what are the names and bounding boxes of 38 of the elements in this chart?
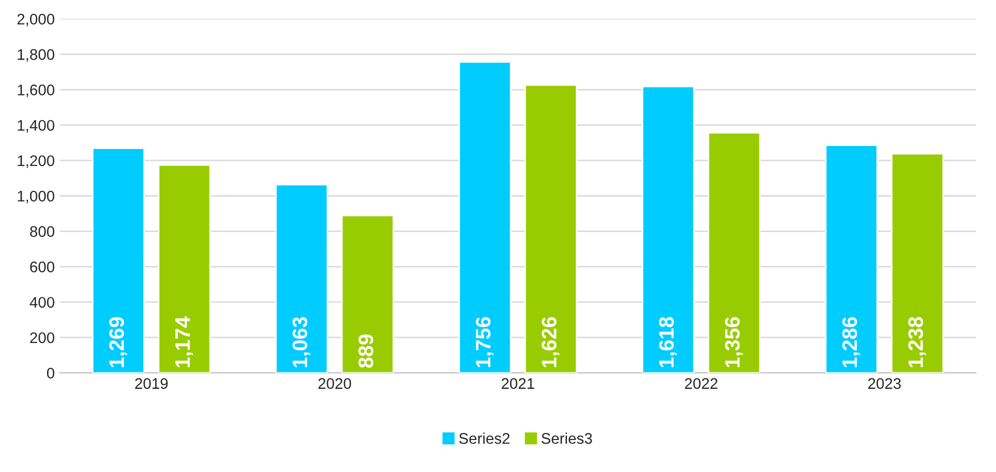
y-tick-label: 200 xyxy=(30,332,54,344)
data-label: 1,356 xyxy=(725,317,743,368)
data-label: 1,238 xyxy=(908,316,926,368)
y-tick-label: 2,000 xyxy=(17,14,54,26)
bar xyxy=(92,148,145,373)
y-tick-label: 1,200 xyxy=(18,155,54,168)
y-tick-label: 1,600 xyxy=(18,84,54,98)
data-label: 1,286 xyxy=(842,317,860,368)
bar xyxy=(642,86,695,373)
bar xyxy=(708,132,761,373)
y-tick-label: 1,000 xyxy=(18,190,54,204)
bar xyxy=(275,184,328,373)
bar xyxy=(891,153,944,373)
data-label: 1,269 xyxy=(109,317,128,368)
bar xyxy=(825,144,878,373)
x-tick-label: 2023 xyxy=(868,378,901,389)
bar xyxy=(341,214,394,373)
y-tick-label: 0 xyxy=(47,368,54,379)
y-tick-label: 600 xyxy=(30,262,54,272)
data-label: 1,756 xyxy=(476,317,494,368)
bar xyxy=(524,84,578,373)
y-tick-label: 800 xyxy=(30,226,54,237)
data-label: 889 xyxy=(358,334,374,368)
x-tick-label: 2019 xyxy=(135,378,168,389)
x-tick-label: 2022 xyxy=(684,378,718,389)
y-tick-label: 1,400 xyxy=(18,120,54,133)
y-tick-label: 400 xyxy=(30,296,54,308)
legend-label: Series3 xyxy=(542,432,592,444)
data-label: 1,174 xyxy=(175,316,193,368)
legend-label: Series2 xyxy=(459,432,510,444)
data-label: 1,618 xyxy=(659,316,677,368)
bar xyxy=(158,164,211,373)
data-label: 1,626 xyxy=(542,317,560,368)
y-tick-label: 1,800 xyxy=(18,49,54,62)
x-tick-label: 2020 xyxy=(318,378,352,389)
x-tick-label: 2021 xyxy=(502,378,534,389)
bar xyxy=(458,61,512,373)
data-label: 1,063 xyxy=(292,317,310,368)
